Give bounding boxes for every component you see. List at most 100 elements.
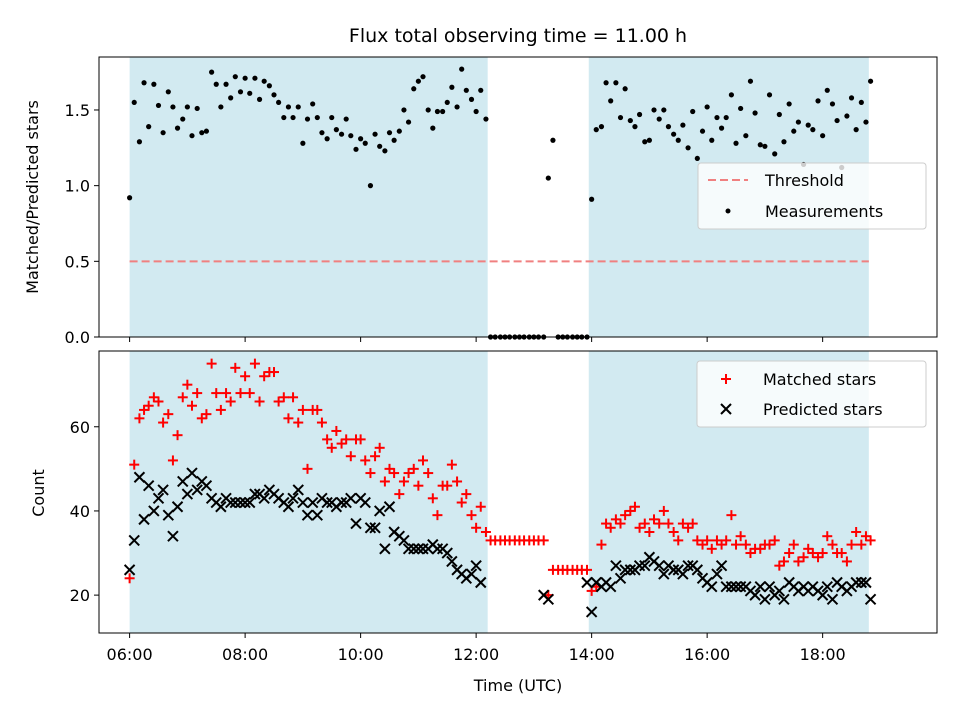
predicted-star-point-b <box>706 580 718 593</box>
predicted-star-point-b <box>667 564 680 576</box>
measurement-point <box>627 117 633 124</box>
matched-star-point <box>596 539 607 550</box>
predicted-star-point-b <box>581 576 593 589</box>
predicted-star-point-b <box>133 471 146 483</box>
predicted-star-point <box>581 576 593 589</box>
predicted-star-point <box>408 543 420 555</box>
measurement-point <box>290 114 296 121</box>
predicted-star-point <box>292 484 304 496</box>
matched-star-point <box>432 510 443 521</box>
measurement-point <box>310 101 316 107</box>
predicted-star-point-b <box>335 496 348 509</box>
predicted-star-point-b <box>730 580 742 593</box>
predicted-star-point <box>715 559 728 572</box>
measurement-point <box>174 125 181 131</box>
measurement-point <box>791 128 797 134</box>
predicted-star-point-b <box>826 593 839 606</box>
measurement-point <box>642 139 648 145</box>
matched-star-point <box>370 451 381 462</box>
measurement-point <box>646 137 652 143</box>
measurement-point <box>434 108 441 115</box>
count-y-tick-label: 40 <box>70 502 90 521</box>
predicted-star-point-b <box>191 484 203 496</box>
matched-star-point <box>769 535 780 546</box>
predicted-star-point-b <box>364 522 377 534</box>
measurement-point <box>656 116 662 122</box>
measurement-point <box>665 124 672 130</box>
predicted-star-point <box>128 534 140 547</box>
measurement-point <box>333 127 339 133</box>
predicted-star-point <box>619 564 631 576</box>
predicted-star-point-b <box>821 580 833 593</box>
predicted-star-point <box>542 593 555 606</box>
measurement-point <box>261 78 267 84</box>
matched-star-point <box>273 396 284 407</box>
measurement-point <box>324 136 330 142</box>
matched-star-point <box>297 404 308 415</box>
measurement-point <box>671 131 677 137</box>
matched-star-point <box>341 434 352 445</box>
predicted-star-point <box>850 576 862 589</box>
predicted-star-point <box>633 559 646 572</box>
predicted-star-point-b <box>138 513 150 526</box>
measurement-point <box>415 78 421 84</box>
measurement-point <box>685 145 691 151</box>
predicted-star-point-b <box>720 580 732 593</box>
measurement-point <box>613 80 619 86</box>
measurement-point <box>723 114 729 121</box>
matched-star-point <box>167 455 178 466</box>
predicted-star-point-b <box>431 543 444 555</box>
matched-star-point <box>846 539 857 550</box>
predicted-star-point-b <box>417 543 429 555</box>
predicted-star-point <box>123 564 136 576</box>
measurement-point <box>694 155 700 162</box>
predicted-star-point <box>682 559 694 572</box>
predicted-star-point <box>691 564 704 576</box>
count-legend-box <box>696 360 927 428</box>
predicted-star-point <box>763 580 776 593</box>
predicted-star-point-b <box>639 559 651 572</box>
predicted-star-point-b <box>215 501 227 513</box>
measurement-point <box>483 116 489 122</box>
predicted-star-point <box>133 471 146 483</box>
predicted-star-point <box>610 559 622 572</box>
predicted-star-point <box>171 501 184 513</box>
matched-star-point <box>856 539 867 550</box>
predicted-star-point <box>306 496 319 509</box>
x-tick-label: 08:00 <box>222 645 268 664</box>
matched-star-point <box>442 480 453 491</box>
matched-star-point <box>225 396 236 407</box>
measurement-point <box>473 108 479 115</box>
matched-star-point <box>215 404 226 415</box>
measurement-point <box>829 101 836 107</box>
measurement-point <box>343 116 349 122</box>
predicted-star-point-b <box>610 559 622 572</box>
matched-star-point <box>461 489 472 500</box>
predicted-star-point <box>364 522 377 534</box>
matched-star-point <box>615 518 626 529</box>
matched-star-point <box>134 413 145 424</box>
predicted-star-point-b <box>715 559 728 572</box>
matched-star-point <box>177 392 188 403</box>
measurement-point <box>820 133 826 139</box>
matched-star-point <box>629 501 640 512</box>
measurement-point <box>256 96 263 102</box>
predicted-star-point <box>465 568 478 580</box>
predicted-star-point-b <box>123 564 136 576</box>
predicted-star-point <box>345 492 357 505</box>
matched-star-point <box>302 463 313 474</box>
measurement-point <box>468 96 475 102</box>
matched-star-point <box>259 371 270 382</box>
matched-star-point <box>283 413 294 424</box>
predicted-star-point-b <box>614 572 627 584</box>
predicted-star-point-b <box>229 496 242 509</box>
measurement-point <box>608 98 614 104</box>
predicted-star-point-b <box>306 496 319 509</box>
matched-star-point <box>582 564 593 575</box>
ratio-panel-frame <box>98 56 938 338</box>
measurement-point <box>319 130 325 136</box>
measurement-point <box>747 78 754 84</box>
predicted-star-point-b <box>301 509 314 521</box>
predicted-star-point-b <box>292 484 304 496</box>
matched-star-point <box>408 463 419 474</box>
